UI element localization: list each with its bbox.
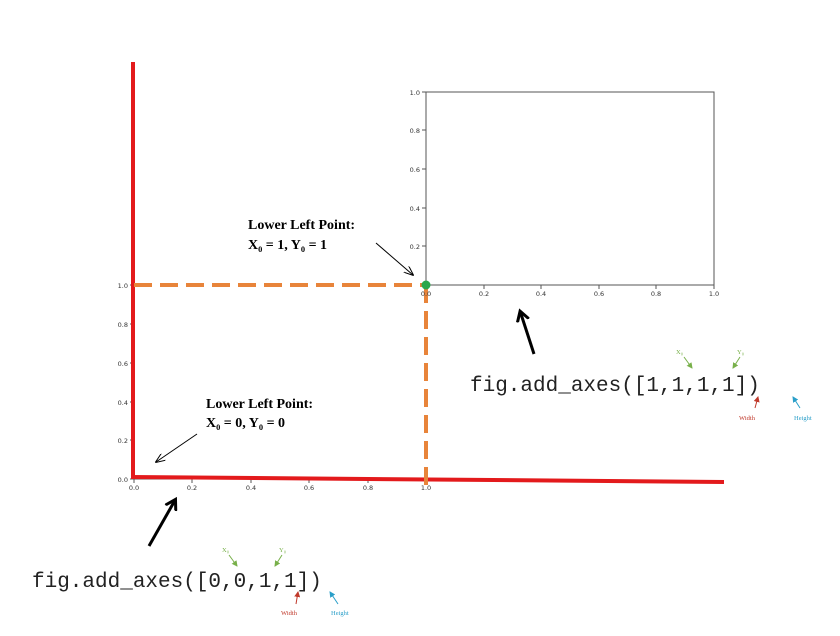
outer-y-tick-label: 0.8 — [118, 321, 128, 329]
annotation-bottom-title: Lower Left Point: — [206, 397, 313, 412]
outer-x-tick-label: 0.0 — [129, 484, 139, 492]
inner-y-tick-label: 0.8 — [410, 127, 420, 135]
outer-x-tick-label: 1.0 — [421, 484, 431, 492]
outer-axes: 0.0 0.2 0.4 0.6 0.8 1.0 0.0 0.2 0.4 0.6 … — [118, 282, 432, 492]
code-bottom-text: fig.add_axes([0,0,1,1]) — [32, 571, 322, 594]
code-callout-bottom: fig.add_axes([0,0,1,1]) X₀ Y₀ Width Heig… — [32, 502, 349, 617]
code-callout-top: fig.add_axes([1,1,1,1]) X₀ Y₀ Width Heig… — [470, 314, 812, 422]
inner-axes-frame — [425, 91, 715, 286]
annotation-top: Lower Left Point: X₀ = 1, Y₀ = 1 — [248, 218, 413, 275]
code-top-width-arrow — [753, 396, 760, 409]
annotation-top-coords: X₀ = 1, Y₀ = 1 — [248, 238, 327, 253]
outer-y-tick-label: 0.6 — [118, 360, 128, 368]
code-top-x0-arrow — [683, 356, 693, 369]
lower-left-point-marker — [421, 280, 431, 290]
code-top-y0-label: Y₀ — [737, 349, 744, 356]
code-bottom-width-label: Width — [281, 610, 298, 617]
inner-y-tick-label: 1.0 — [410, 89, 420, 97]
code-top-width-label: Width — [739, 415, 756, 422]
code-top-text: fig.add_axes([1,1,1,1]) — [470, 375, 760, 398]
code-bottom-height-arrow — [329, 591, 339, 605]
code-bottom-y0-arrow — [274, 554, 283, 567]
annotation-bottom-coords: X₀ = 0, Y₀ = 0 — [206, 416, 285, 431]
code-top-x0-label: X₀ — [676, 349, 683, 356]
inner-x-tick-label: 0.0 — [421, 290, 431, 298]
outer-y-tick-label: 0.0 — [118, 476, 128, 484]
code-top-height-label: Height — [794, 415, 812, 422]
inner-y-tick-label: 0.6 — [410, 166, 420, 174]
annotation-top-arrow — [375, 242, 413, 275]
code-bottom-y0-label: Y₀ — [279, 547, 286, 554]
code-top-pointer-arrow — [521, 314, 536, 355]
inner-x-tick-label: 0.4 — [536, 290, 546, 298]
inner-x-tick-label: 0.8 — [651, 290, 661, 298]
outer-x-tick-label: 0.2 — [187, 484, 197, 492]
outer-y-tick-label: 0.4 — [118, 399, 128, 407]
code-bottom-x0-label: X₀ — [222, 547, 229, 554]
code-top-height-arrow — [792, 396, 801, 409]
inner-axes: 0.0 0.2 0.4 0.6 0.8 1.0 0.2 0.4 0.6 0.8 … — [410, 89, 720, 298]
annotation-bottom: Lower Left Point: X₀ = 0, Y₀ = 0 — [156, 397, 313, 462]
outer-x-tick-label: 0.4 — [246, 484, 256, 492]
code-bottom-width-arrow — [294, 591, 301, 605]
inner-y-tick-label: 0.4 — [410, 205, 420, 213]
annotation-bottom-arrow — [156, 433, 198, 462]
outer-x-tick-label: 0.8 — [363, 484, 373, 492]
inner-x-tick-label: 1.0 — [709, 290, 719, 298]
inner-y-tick-label: 0.2 — [410, 243, 420, 251]
inner-y-ticks: 0.2 0.4 0.6 0.8 1.0 — [410, 89, 426, 251]
outer-y-tick-label: 0.2 — [118, 437, 128, 445]
outer-x-tick-label: 0.6 — [304, 484, 314, 492]
code-bottom-pointer-arrow — [147, 502, 174, 547]
code-bottom-height-label: Height — [331, 610, 349, 617]
outer-y-tick-label: 1.0 — [118, 282, 128, 290]
inner-x-tick-label: 0.2 — [479, 290, 489, 298]
code-bottom-x0-arrow — [228, 554, 238, 567]
code-top-y0-arrow — [732, 356, 741, 369]
inner-x-ticks: 0.0 0.2 0.4 0.6 0.8 1.0 — [421, 285, 719, 298]
inner-x-tick-label: 0.6 — [594, 290, 604, 298]
annotation-top-title: Lower Left Point: — [248, 218, 355, 233]
